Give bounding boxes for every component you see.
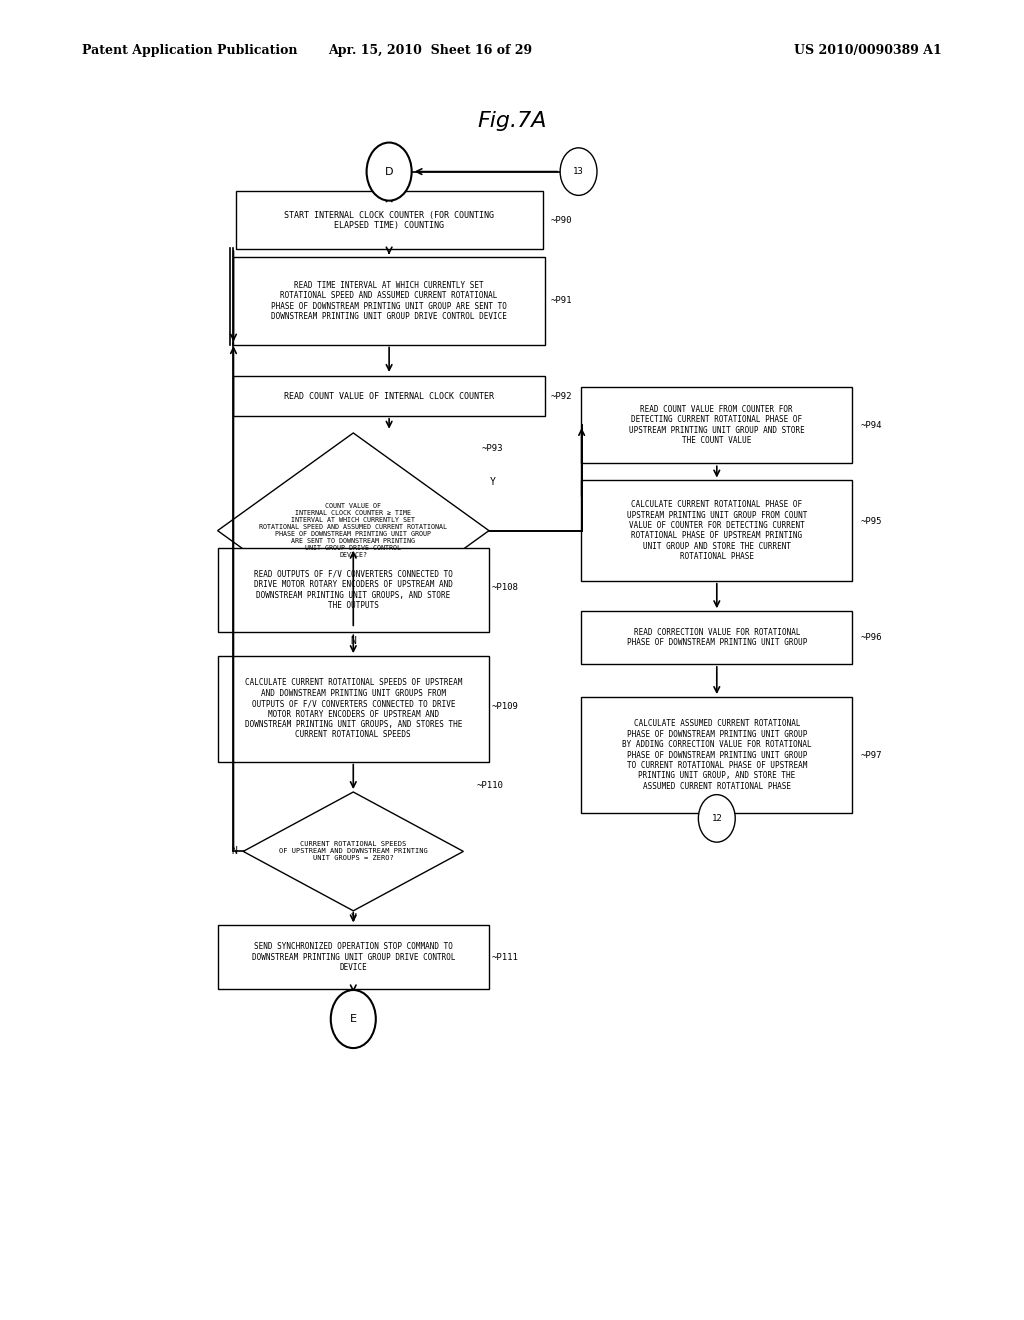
Text: ~P91: ~P91 (551, 297, 572, 305)
Polygon shape (244, 792, 463, 911)
Text: ~P111: ~P111 (492, 953, 518, 961)
Circle shape (698, 795, 735, 842)
Text: ~P109: ~P109 (492, 702, 518, 710)
Text: ~P97: ~P97 (860, 751, 882, 759)
Text: CALCULATE CURRENT ROTATIONAL PHASE OF
UPSTREAM PRINTING UNIT GROUP FROM COUNT
VA: CALCULATE CURRENT ROTATIONAL PHASE OF UP… (627, 500, 807, 561)
FancyBboxPatch shape (217, 925, 489, 989)
Text: ~P93: ~P93 (481, 445, 503, 453)
Text: CALCULATE CURRENT ROTATIONAL SPEEDS OF UPSTREAM
AND DOWNSTREAM PRINTING UNIT GRO: CALCULATE CURRENT ROTATIONAL SPEEDS OF U… (245, 678, 462, 739)
Text: READ COUNT VALUE OF INTERNAL CLOCK COUNTER: READ COUNT VALUE OF INTERNAL CLOCK COUNT… (284, 392, 495, 400)
Text: D: D (385, 166, 393, 177)
Text: ~P108: ~P108 (492, 583, 518, 591)
Text: ~P92: ~P92 (551, 392, 572, 400)
Text: Patent Application Publication: Patent Application Publication (82, 44, 297, 57)
Text: READ OUTPUTS OF F/V CONVERTERS CONNECTED TO
DRIVE MOTOR ROTARY ENCODERS OF UPSTR: READ OUTPUTS OF F/V CONVERTERS CONNECTED… (254, 570, 453, 610)
FancyBboxPatch shape (233, 376, 545, 416)
Text: N: N (350, 636, 356, 647)
Text: 12: 12 (712, 814, 722, 822)
FancyBboxPatch shape (233, 257, 545, 345)
FancyBboxPatch shape (217, 656, 489, 762)
Text: Fig.7A: Fig.7A (477, 111, 547, 132)
Text: ~P90: ~P90 (551, 216, 572, 224)
Text: 13: 13 (573, 168, 584, 176)
FancyBboxPatch shape (217, 548, 489, 632)
Text: CALCULATE ASSUMED CURRENT ROTATIONAL
PHASE OF DOWNSTREAM PRINTING UNIT GROUP
BY : CALCULATE ASSUMED CURRENT ROTATIONAL PHA… (622, 719, 812, 791)
Text: READ COUNT VALUE FROM COUNTER FOR
DETECTING CURRENT ROTATIONAL PHASE OF
UPSTREAM: READ COUNT VALUE FROM COUNTER FOR DETECT… (629, 405, 805, 445)
Text: COUNT VALUE OF
INTERNAL CLOCK COUNTER ≥ TIME
INTERVAL AT WHICH CURRENTLY SET
ROT: COUNT VALUE OF INTERNAL CLOCK COUNTER ≥ … (259, 503, 447, 558)
Text: READ TIME INTERVAL AT WHICH CURRENTLY SET
ROTATIONAL SPEED AND ASSUMED CURRENT R: READ TIME INTERVAL AT WHICH CURRENTLY SE… (271, 281, 507, 321)
Text: N: N (231, 846, 238, 857)
Polygon shape (217, 433, 489, 628)
Text: READ CORRECTION VALUE FOR ROTATIONAL
PHASE OF DOWNSTREAM PRINTING UNIT GROUP: READ CORRECTION VALUE FOR ROTATIONAL PHA… (627, 628, 807, 647)
Circle shape (560, 148, 597, 195)
Text: CURRENT ROTATIONAL SPEEDS
OF UPSTREAM AND DOWNSTREAM PRINTING
UNIT GROUPS = ZERO: CURRENT ROTATIONAL SPEEDS OF UPSTREAM AN… (279, 841, 428, 862)
FancyBboxPatch shape (581, 480, 852, 581)
FancyBboxPatch shape (581, 611, 852, 664)
Text: Y: Y (350, 913, 356, 924)
Text: ~P96: ~P96 (860, 634, 882, 642)
FancyBboxPatch shape (236, 191, 543, 249)
Text: Apr. 15, 2010  Sheet 16 of 29: Apr. 15, 2010 Sheet 16 of 29 (328, 44, 532, 57)
FancyBboxPatch shape (581, 387, 852, 463)
Text: Y: Y (489, 477, 496, 487)
FancyBboxPatch shape (581, 697, 852, 813)
Text: ~P94: ~P94 (860, 421, 882, 429)
Text: E: E (350, 1014, 356, 1024)
Circle shape (367, 143, 412, 201)
Text: ~P110: ~P110 (476, 781, 503, 789)
Text: SEND SYNCHRONIZED OPERATION STOP COMMAND TO
DOWNSTREAM PRINTING UNIT GROUP DRIVE: SEND SYNCHRONIZED OPERATION STOP COMMAND… (252, 942, 455, 972)
Text: US 2010/0090389 A1: US 2010/0090389 A1 (795, 44, 942, 57)
Text: ~P95: ~P95 (860, 517, 882, 525)
Text: START INTERNAL CLOCK COUNTER (FOR COUNTING
ELAPSED TIME) COUNTING: START INTERNAL CLOCK COUNTER (FOR COUNTI… (284, 211, 495, 230)
Circle shape (331, 990, 376, 1048)
